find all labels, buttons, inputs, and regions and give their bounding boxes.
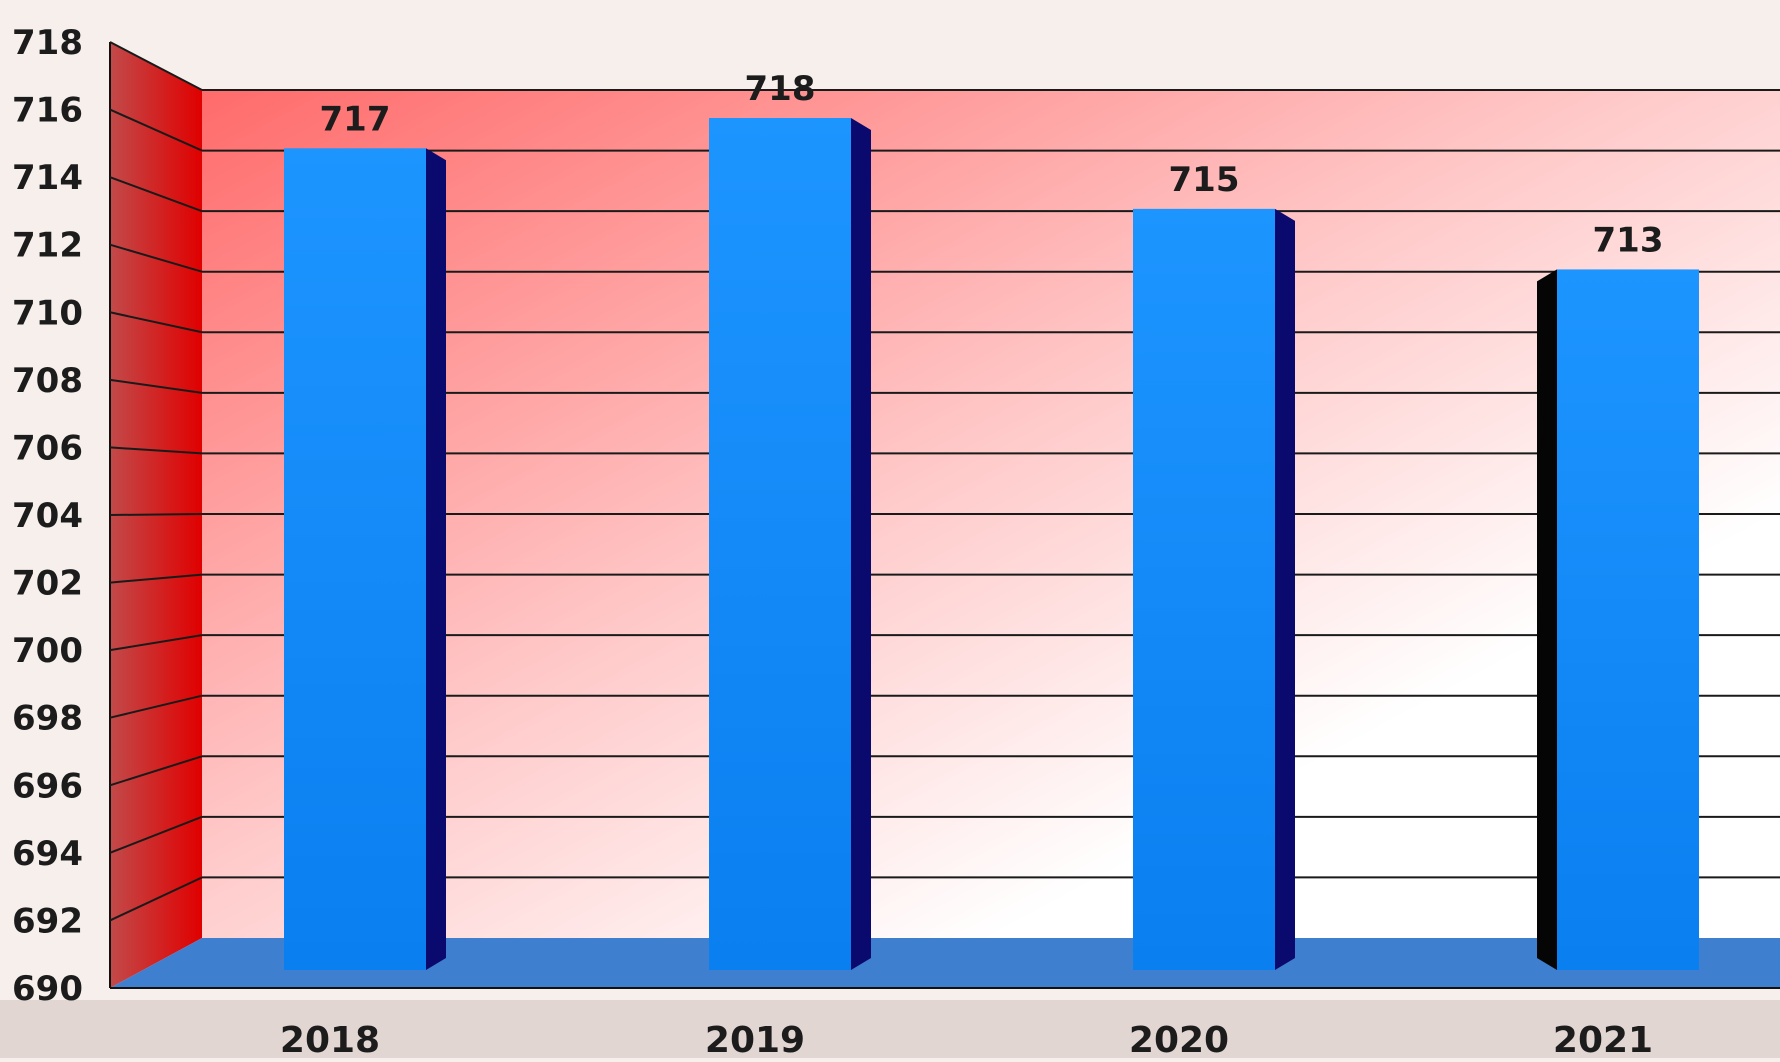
gridline-side xyxy=(109,378,203,394)
gridline-side xyxy=(109,876,203,922)
data-label-2020: 715 xyxy=(1169,160,1240,200)
bar-2021 xyxy=(1557,269,1699,970)
gridline-side xyxy=(109,41,203,91)
data-label-2018: 717 xyxy=(320,99,391,139)
y-tick-label: 696 xyxy=(12,766,83,806)
floor xyxy=(110,938,1780,988)
gridline-side xyxy=(109,311,203,334)
bar-2019 xyxy=(709,118,851,970)
y-tick-label: 692 xyxy=(12,901,83,941)
bars xyxy=(284,118,1699,971)
bar-side-2019 xyxy=(851,118,871,970)
gridline-side xyxy=(109,815,203,854)
y-tick-label: 706 xyxy=(12,428,83,468)
y-tick-label: 710 xyxy=(12,293,83,333)
data-label-2021: 713 xyxy=(1593,220,1664,260)
gridline-side xyxy=(109,446,203,455)
y-tick-label: 718 xyxy=(12,23,83,63)
bar-side-2020 xyxy=(1275,208,1295,970)
bar-side-2021 xyxy=(1537,269,1557,970)
gridline-side xyxy=(109,755,203,787)
gridline-side xyxy=(109,513,203,516)
x-tick-label: 2019 xyxy=(705,1020,805,1058)
bar-2018 xyxy=(284,148,426,971)
y-tick-label: 700 xyxy=(12,631,83,671)
gridline-side xyxy=(109,243,203,273)
y-tick-label: 690 xyxy=(12,969,83,1009)
bottom-band xyxy=(0,1000,1780,1058)
x-tick-label: 2018 xyxy=(280,1020,380,1058)
data-label-2019: 718 xyxy=(745,69,816,109)
gridline-side xyxy=(109,694,203,719)
gridline-side xyxy=(109,573,203,584)
gridlines xyxy=(109,41,1780,922)
x-axis-tick-labels: 2018 2019 2020 2021 xyxy=(280,1020,1653,1061)
gridline-side xyxy=(109,634,203,652)
data-labels: 717 718 715 713 xyxy=(320,69,1664,260)
y-axis-tick-labels: 690 692 694 696 698 700 702 704 706 708 710 712 714 7… xyxy=(12,23,83,1009)
y-tick-label: 708 xyxy=(12,361,83,401)
y-tick-label: 698 xyxy=(12,699,83,739)
y-tick-label: 712 xyxy=(12,226,83,266)
x-tick-label: 2020 xyxy=(1129,1020,1229,1058)
gridline-side xyxy=(109,108,203,152)
gridline-side xyxy=(109,176,203,213)
y-tick-label: 704 xyxy=(12,496,83,536)
bar-side-2018 xyxy=(426,148,446,971)
y-tick-label: 694 xyxy=(12,834,83,874)
y-tick-label: 716 xyxy=(12,91,83,131)
x-tick-label: 2021 xyxy=(1553,1020,1653,1058)
bar-2020 xyxy=(1133,208,1275,970)
y-tick-label: 702 xyxy=(12,564,83,604)
y-tick-label: 714 xyxy=(12,158,83,198)
